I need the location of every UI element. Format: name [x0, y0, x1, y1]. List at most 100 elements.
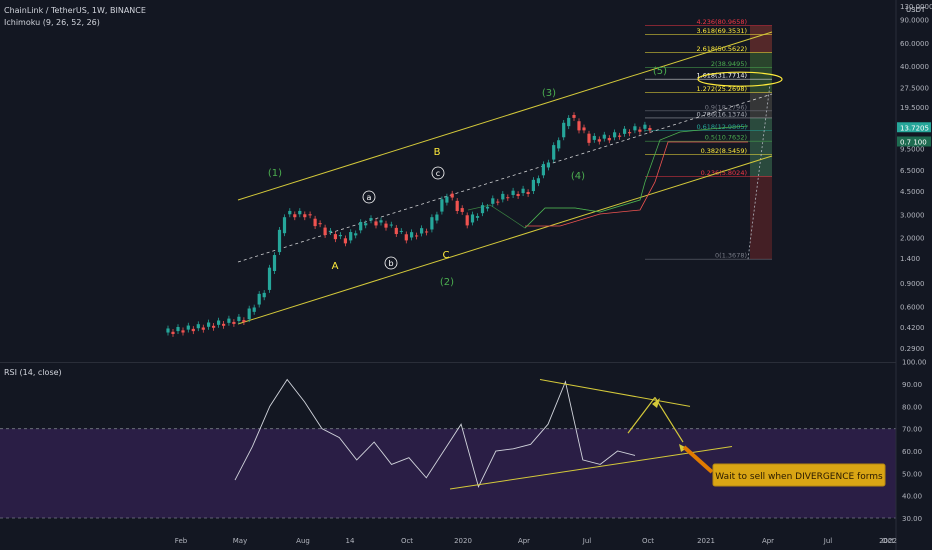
wave-label-circle [431, 166, 445, 180]
candle-body [445, 196, 449, 203]
ichimoku-tag [897, 136, 931, 147]
price-tick-label: 3.0000 [900, 211, 925, 219]
candle-body [491, 198, 495, 204]
candle-body [475, 216, 480, 218]
wave-label: c [436, 169, 440, 178]
candle-body [531, 179, 535, 192]
candle-body [613, 132, 617, 138]
wave-label: (3) [542, 88, 556, 99]
candle-body [379, 220, 383, 223]
candle-body [470, 214, 475, 223]
rsi-line [234, 378, 636, 488]
candle-body [303, 214, 307, 218]
currency-label: USDT [906, 6, 926, 14]
candle-body [212, 325, 216, 328]
candle-body [359, 221, 363, 231]
time-tick-label: 2022 [879, 537, 897, 545]
candle-body [430, 217, 434, 230]
candle-body [410, 232, 414, 238]
price-tick-label: 13.7205 [900, 124, 929, 132]
candle-body [201, 327, 205, 330]
time-tick-label: 14 [346, 537, 355, 545]
wave-label: (5) [653, 66, 667, 77]
arrow-head-down [679, 444, 687, 452]
candle-body [166, 328, 170, 333]
channel-upper [237, 31, 773, 201]
candle-body [349, 232, 353, 241]
candle-body [313, 218, 317, 227]
candle-body [374, 221, 378, 226]
candle-body [496, 201, 500, 203]
candle-body [272, 255, 277, 272]
candle-body [171, 331, 175, 334]
candle-body [450, 193, 454, 198]
channel-lower [237, 155, 773, 325]
fib-zone [750, 34, 772, 53]
time-tick-label: 2020 [454, 537, 472, 545]
candle-body [267, 267, 272, 290]
candle-body [465, 215, 469, 226]
fib-zone [750, 141, 772, 155]
candle-body [364, 223, 368, 226]
candle-body [546, 162, 550, 168]
time-tick-label: Oct [882, 537, 894, 545]
time-tick-label: Apr [762, 537, 774, 545]
price-tick-label: 9.5000 [900, 145, 925, 153]
candle-body [222, 323, 226, 326]
candle-body [628, 132, 632, 134]
candle-body [638, 129, 642, 132]
candle-body [354, 233, 358, 236]
candle-body [485, 206, 490, 209]
candle-body [191, 328, 195, 332]
candle-body [562, 122, 566, 138]
time-tick-label: May [233, 537, 247, 545]
fib-level-label: 0.786(16.1374) [696, 110, 747, 118]
fib-level-label: 0.236(5.8024) [701, 169, 747, 177]
wave-label: (1) [268, 168, 282, 179]
wave-label: (4) [571, 171, 585, 182]
price-tick-label: 0.6000 [900, 303, 925, 311]
callout-pointer [682, 445, 714, 474]
candle-body [506, 197, 510, 199]
ichimoku-span-b [525, 141, 748, 227]
price-tick-label: 6.5000 [900, 167, 925, 175]
candle-body [343, 238, 347, 244]
arrow-head-up [652, 398, 660, 408]
fib-level-label: 0.382(8.5459) [701, 147, 747, 155]
wave-label-circle [362, 190, 376, 204]
panel-divider [0, 362, 896, 363]
fib-level-label: 2(38.9495) [711, 60, 747, 68]
fib-zone [750, 110, 772, 118]
candle-body [389, 224, 393, 226]
rsi-tick-label: 90.00 [902, 381, 922, 389]
wave-label: b [388, 259, 393, 268]
candle-body [394, 227, 398, 235]
fib-zone [750, 92, 772, 111]
rsi-divergence-lower [449, 446, 733, 490]
price-tick-label: 40.0000 [900, 63, 929, 71]
price-tick-label: 0.4200 [900, 324, 925, 332]
candle-body [338, 234, 342, 237]
candle-body [227, 318, 231, 323]
candle-body [308, 214, 312, 216]
fib-level-label: 1.272(25.2698) [696, 85, 747, 93]
fib-level-label: 0.618(12.9805) [696, 123, 747, 131]
candle-body [333, 234, 337, 240]
rsi-tick-label: 50.00 [902, 470, 922, 478]
fib-level-label: 0(1.3678) [715, 252, 747, 260]
price-tick-label: 1.400 [900, 255, 920, 263]
time-tick-label: 2021 [697, 537, 715, 545]
candle-body [288, 210, 292, 215]
candle-body [217, 320, 221, 325]
candle-body [404, 234, 408, 241]
fib-zone [750, 25, 772, 35]
fib-level-label: 0.5(10.7632) [705, 134, 747, 142]
rsi-tick-label: 80.00 [902, 403, 922, 411]
candle-body [582, 127, 586, 131]
arrow-up [627, 397, 656, 434]
candle-body [207, 322, 211, 327]
fib-level-label: 3.618(69.3531) [696, 27, 747, 35]
candle-body [257, 293, 261, 305]
candle-body [247, 308, 251, 320]
